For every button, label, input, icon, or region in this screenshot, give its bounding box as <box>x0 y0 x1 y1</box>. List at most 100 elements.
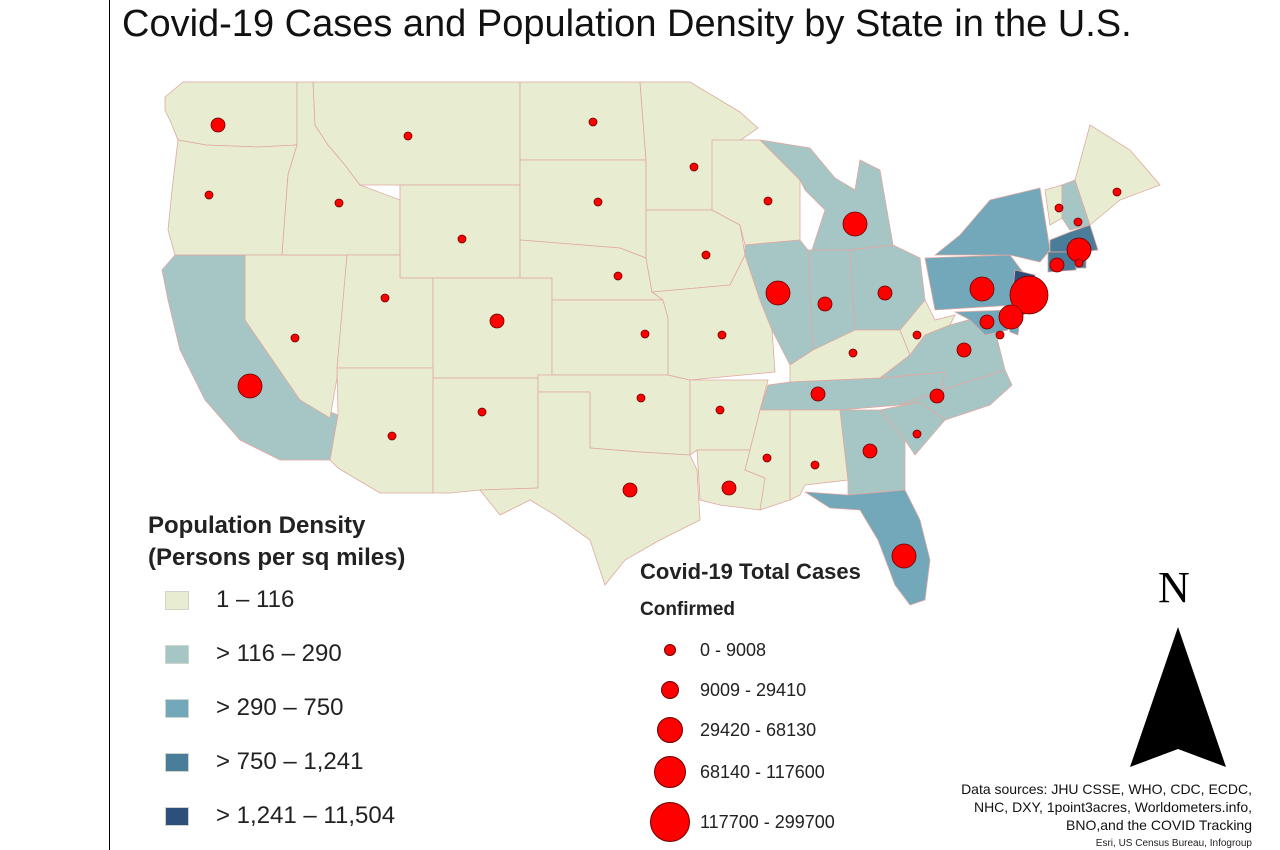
state-new-york <box>933 187 1051 263</box>
cases-legend-subtitle: Confirmed <box>640 599 735 620</box>
cases-marker-colorado <box>489 313 505 329</box>
cases-marker-pennsylvania <box>969 276 995 302</box>
cases-symbol <box>661 681 679 699</box>
cases-marker-new-mexico <box>477 407 487 417</box>
density-legend-title: Population Density (Persons per sq miles… <box>148 510 405 574</box>
cases-legend-label: 0 - 9008 <box>700 639 767 660</box>
density-legend-label: > 1,241 – 11,504 <box>216 802 396 829</box>
cases-symbol <box>664 644 676 656</box>
map-title: Covid-19 Cases and Population Density by… <box>122 3 1132 45</box>
state-north-dakota <box>519 81 647 161</box>
data-sources-line: NHC, DXY, 1point3acres, Worldometers.inf… <box>973 799 1252 815</box>
state-oregon <box>167 139 298 256</box>
cases-marker-texas <box>622 482 638 498</box>
cases-legend-item: 0 - 9008 <box>640 630 900 670</box>
cases-marker-massachusetts <box>1066 237 1092 263</box>
cases-marker-california <box>237 373 263 399</box>
density-legend-item: 1 – 116 <box>165 585 294 615</box>
cases-legend-item: 117700 - 299700 <box>640 802 900 842</box>
cases-marker-utah <box>380 293 390 303</box>
state-kansas <box>551 299 669 376</box>
state-alabama <box>789 409 849 501</box>
density-swatch <box>165 752 189 772</box>
density-legend-label: > 290 – 750 <box>216 694 344 721</box>
cases-marker-rhode-island <box>1074 258 1084 268</box>
density-swatch <box>165 698 189 718</box>
cases-marker-louisiana <box>721 480 737 496</box>
cases-legend-item: 68140 - 117600 <box>640 752 900 792</box>
cases-marker-indiana <box>817 296 833 312</box>
state-colorado <box>432 277 553 379</box>
cases-marker-connecticut <box>1049 257 1065 273</box>
cases-marker-florida <box>891 543 917 569</box>
state-texas <box>479 391 701 586</box>
cases-marker-west-virginia <box>912 330 922 340</box>
cases-marker-ohio <box>877 285 893 301</box>
cases-marker-alabama <box>810 460 820 470</box>
map-frame-left-border <box>109 0 110 850</box>
cases-marker-oregon <box>204 190 214 200</box>
cases-marker-idaho <box>334 198 344 208</box>
cases-marker-oklahoma <box>636 393 646 403</box>
data-sources-line: Data sources: JHU CSSE, WHO, CDC, ECDC, <box>961 781 1252 797</box>
cases-marker-wyoming <box>457 234 467 244</box>
cases-marker-montana <box>403 131 413 141</box>
cases-marker-arizona <box>387 431 397 441</box>
state-maine <box>1074 124 1161 226</box>
cases-marker-mississippi <box>762 453 772 463</box>
cases-marker-virginia <box>956 342 972 358</box>
density-legend-label: 1 – 116 <box>216 586 295 613</box>
cases-marker-arkansas <box>715 405 725 415</box>
cases-marker-new-hampshire <box>1073 217 1083 227</box>
cases-marker-kentucky <box>848 348 858 358</box>
data-sources: Data sources: JHU CSSE, WHO, CDC, ECDC, … <box>900 780 1252 834</box>
state-washington <box>164 81 298 148</box>
density-legend-label: > 750 – 1,241 <box>216 748 364 775</box>
cases-marker-south-dakota <box>593 197 603 207</box>
cases-marker-washington <box>210 117 226 133</box>
cases-legend-label: 29420 - 68130 <box>700 719 817 740</box>
cases-marker-nebraska <box>613 271 623 281</box>
state-new-hampshire <box>1061 179 1091 231</box>
cases-marker-delaware <box>995 330 1005 340</box>
data-sources-line: BNO,and the COVID Tracking <box>1066 817 1252 833</box>
state-new-mexico <box>432 377 539 494</box>
state-wyoming <box>399 184 521 279</box>
cases-marker-wisconsin <box>763 196 773 206</box>
density-swatch <box>165 806 189 826</box>
north-label: N <box>1158 563 1190 612</box>
cases-legend-item: 9009 - 29410 <box>640 670 900 710</box>
state-iowa <box>645 209 746 293</box>
cases-marker-kansas <box>640 329 650 339</box>
cases-marker-illinois <box>765 280 791 306</box>
cases-marker-vermont <box>1054 203 1064 213</box>
cases-legend-label: 9009 - 29410 <box>700 679 807 700</box>
state-arizona <box>329 367 434 494</box>
cases-legend-item: 29420 - 68130 <box>640 710 900 750</box>
cases-marker-tennessee <box>810 386 826 402</box>
cases-symbol <box>657 717 683 743</box>
cases-marker-minnesota <box>689 162 699 172</box>
state-west-virginia <box>899 299 956 356</box>
cases-marker-north-dakota <box>588 117 598 127</box>
cases-marker-south-carolina <box>912 429 922 439</box>
density-legend-item: > 750 – 1,241 <box>165 747 363 777</box>
state-florida <box>804 489 931 606</box>
density-swatch <box>165 590 189 610</box>
cases-legend-label: 68140 - 117600 <box>700 761 825 782</box>
cases-marker-maryland <box>979 314 995 330</box>
cases-marker-iowa <box>701 250 711 260</box>
cases-marker-missouri <box>717 330 727 340</box>
case-symbols <box>204 117 1122 569</box>
density-legend-item: > 1,241 – 11,504 <box>165 801 395 831</box>
density-legend-item: > 116 – 290 <box>165 639 342 669</box>
density-legend-title-line1: Population Density <box>148 512 366 539</box>
map-credits: Esri, US Census Bureau, Infogroup <box>1095 838 1252 849</box>
cases-symbol <box>654 756 686 788</box>
cases-marker-nevada <box>290 333 300 343</box>
cases-marker-new-jersey <box>998 304 1024 330</box>
state-missouri <box>650 253 776 381</box>
state-shapes <box>161 81 1161 606</box>
density-legend-label: > 116 – 290 <box>216 640 342 667</box>
cases-legend-label: 117700 - 299700 <box>700 811 835 832</box>
